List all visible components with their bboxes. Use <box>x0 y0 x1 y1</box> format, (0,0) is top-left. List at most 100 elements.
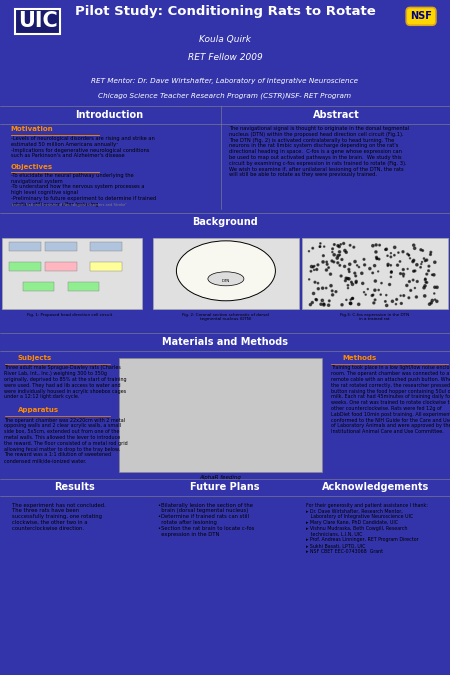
Point <box>396 256 404 267</box>
Point <box>326 296 333 306</box>
Point <box>345 264 352 275</box>
Point <box>398 298 405 309</box>
Text: Acknowledgements: Acknowledgements <box>322 483 429 492</box>
Point <box>375 254 382 265</box>
Text: The experiment has not concluded.
The three rats have been
successfully training: The experiment has not concluded. The th… <box>12 503 105 531</box>
Point <box>338 254 346 265</box>
FancyBboxPatch shape <box>2 238 142 309</box>
Point <box>329 290 336 300</box>
Point <box>347 298 354 309</box>
Point <box>374 266 382 277</box>
Point <box>425 261 432 271</box>
Ellipse shape <box>208 272 244 286</box>
Bar <box>45 262 76 271</box>
Point <box>410 266 417 277</box>
Point <box>406 276 413 287</box>
Point <box>422 255 429 266</box>
Point <box>320 250 327 261</box>
Point <box>336 260 343 271</box>
Text: Objectives: Objectives <box>11 164 53 170</box>
Text: -To elucidate the neural pathway underlying the
navigational system
-To understa: -To elucidate the neural pathway underly… <box>11 173 156 207</box>
Point <box>351 256 359 267</box>
Point <box>413 292 420 302</box>
Point <box>370 298 378 308</box>
Point <box>334 250 342 261</box>
Point <box>349 293 356 304</box>
Point <box>331 249 338 260</box>
Point <box>358 268 365 279</box>
Point <box>347 294 354 305</box>
Point <box>400 246 407 257</box>
Point <box>309 243 316 254</box>
Point <box>397 290 404 301</box>
Text: Methods: Methods <box>342 355 376 360</box>
Point <box>360 254 368 265</box>
Point <box>406 253 414 264</box>
Point <box>317 238 324 249</box>
Point <box>306 246 313 256</box>
Text: The navigational signal is thought to originate in the dorsal tegmental
nucleus : The navigational signal is thought to or… <box>230 126 410 178</box>
Bar <box>90 262 122 271</box>
Point <box>346 240 354 250</box>
Point <box>419 245 426 256</box>
Point <box>307 299 314 310</box>
Point <box>423 254 430 265</box>
Point <box>378 277 385 288</box>
Point <box>315 277 322 288</box>
Point <box>310 261 318 271</box>
Point <box>369 290 377 300</box>
Point <box>362 289 369 300</box>
Point <box>418 256 426 267</box>
Text: Materials and Methods: Materials and Methods <box>162 338 288 347</box>
Point <box>376 240 383 250</box>
Point <box>418 259 425 269</box>
Point <box>308 261 315 272</box>
Point <box>369 240 377 251</box>
Text: Fig.3: C-fos expression in the DTN
in a trained rat: Fig.3: C-fos expression in the DTN in a … <box>340 313 409 321</box>
Point <box>431 282 438 293</box>
Point <box>364 284 371 294</box>
Point <box>342 247 350 258</box>
Point <box>351 268 358 279</box>
Point <box>344 283 351 294</box>
Point <box>405 250 413 261</box>
Point <box>346 267 353 277</box>
Point <box>345 273 352 284</box>
Point <box>411 283 418 294</box>
Point <box>372 294 379 305</box>
Point <box>310 262 317 273</box>
Point <box>323 256 330 267</box>
Point <box>352 277 360 288</box>
Point <box>371 285 378 296</box>
Point <box>311 277 319 288</box>
Text: Future Plans: Future Plans <box>190 483 260 492</box>
Point <box>366 263 373 274</box>
Point <box>328 256 336 267</box>
Point <box>421 280 428 291</box>
Point <box>386 279 393 290</box>
Point <box>349 293 356 304</box>
Point <box>343 294 350 305</box>
Point <box>336 241 343 252</box>
Point <box>387 252 395 263</box>
Point <box>313 294 320 305</box>
Text: Training took place in a low light/low noise enclosed
room. The operant chamber : Training took place in a low light/low n… <box>331 365 450 434</box>
Text: Source: National Institute of Neurological Disorders and Stroke¹: Source: National Institute of Neurologic… <box>11 202 126 207</box>
Point <box>347 298 354 308</box>
Text: The operant chamber was 22x20cm with 2 metal
opposing walls and 2 clear acrylic : The operant chamber was 22x20cm with 2 m… <box>4 418 128 463</box>
Point <box>353 276 360 287</box>
Point <box>328 280 335 291</box>
Point <box>310 288 317 299</box>
Point <box>374 253 381 264</box>
Point <box>405 292 413 303</box>
Point <box>352 271 359 281</box>
Point <box>428 269 436 280</box>
Point <box>383 300 390 311</box>
Point <box>359 278 366 289</box>
Point <box>433 296 441 306</box>
Point <box>417 244 424 255</box>
Point <box>384 261 392 271</box>
Text: Abstract: Abstract <box>313 110 360 119</box>
Point <box>314 259 321 270</box>
Text: Results: Results <box>54 483 95 492</box>
